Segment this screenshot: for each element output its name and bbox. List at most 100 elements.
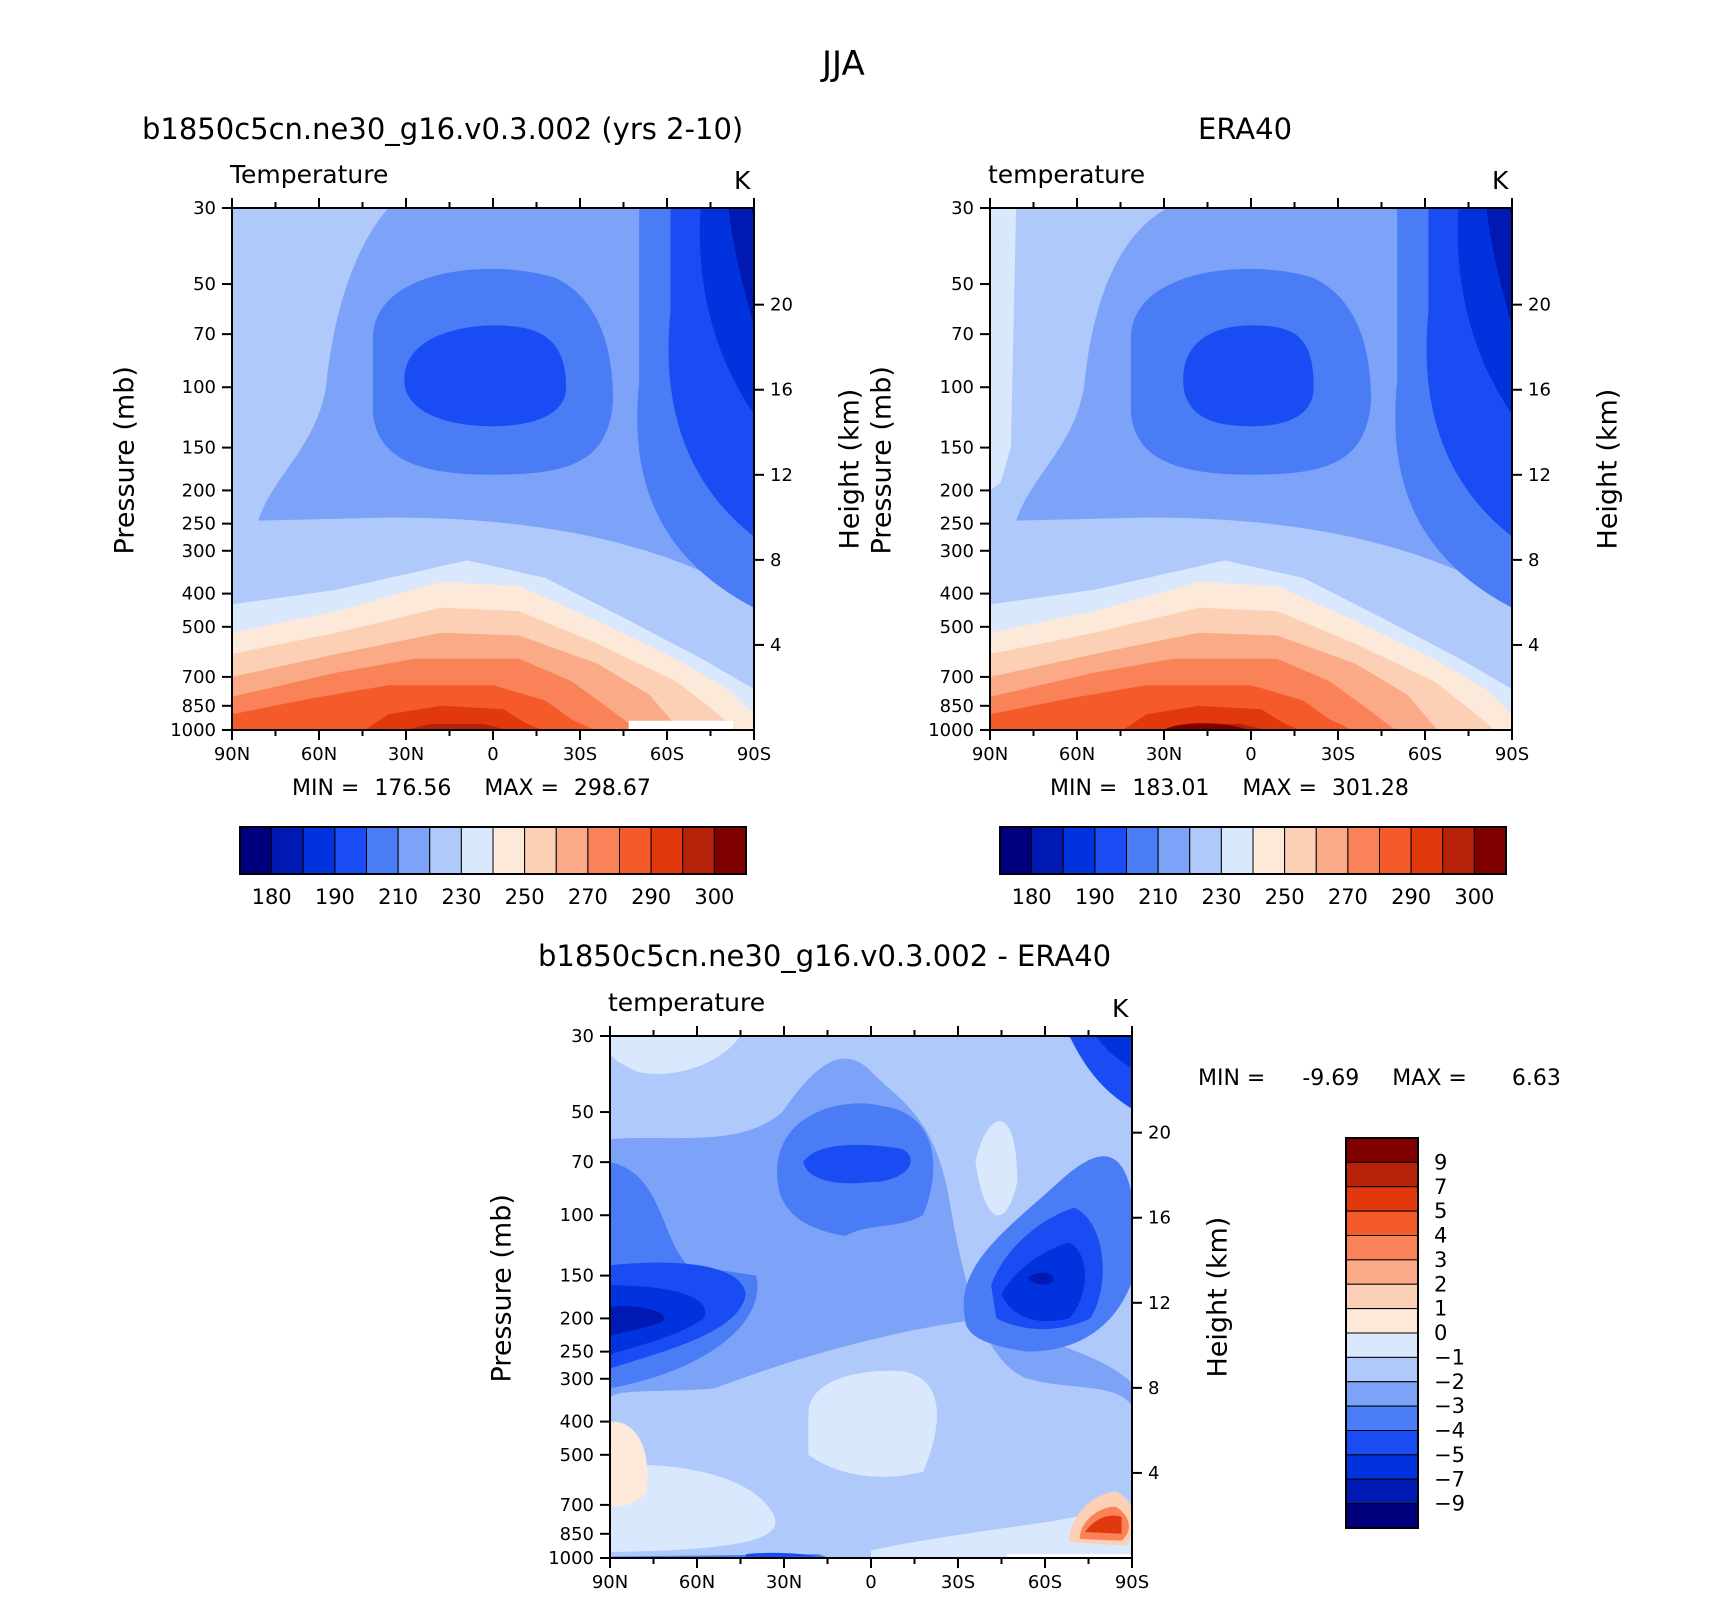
panel3-y-tick-label: 70 [571,1152,594,1173]
contour-region [975,1121,1018,1216]
panel2-colorbar: 180 190 210 230 250 270 290 300 [999,826,1507,909]
panel2-colorbar-label: 290 [1391,885,1431,909]
panel2-y-tick-label: 700 [940,667,974,688]
panel3-colorbar-label: −3 [1434,1394,1465,1418]
panel2-colorbar-label: 270 [1328,885,1368,909]
panel2-y-tick-label: 200 [940,480,974,501]
panel2-colorbar-swatch [1379,826,1412,875]
panel2-x-tick-label: 0 [1245,744,1256,765]
panel1-y-tick-label: 300 [182,541,216,562]
panel1-axes: 90N 60N 30N 0 30S 60S 90S 30 50 70 100 150 200 250 300… [170,198,793,765]
panel1-colorbar-swatch [682,826,715,875]
panel3-y-right-tick-label: 8 [1148,1378,1159,1399]
panel1-y-tick-label: 700 [182,667,216,688]
contour-region [1085,1515,1122,1534]
panel2-units-label: K [1492,166,1509,195]
panel3-colorbar-label: 2 [1434,1272,1447,1296]
missing-data-region [1006,1554,1132,1558]
contour-region [610,1421,648,1507]
panel3-colorbar-label: 5 [1434,1199,1447,1223]
panel1-colorbar-swatch [397,826,431,875]
panel1-y-right-tick-label: 12 [770,465,793,486]
panel3-contour-fill [610,1036,1132,1558]
panel3-colorbar-label: 7 [1434,1175,1447,1199]
panel2-colorbar-label: 230 [1201,885,1241,909]
panel2-colorbar-swatch [1220,826,1254,875]
panel2-colorbar-label: 300 [1454,885,1494,909]
panel3-x-tick-label: 90S [1115,1572,1149,1593]
panel3-y-tick-label: 100 [560,1205,594,1226]
panel1-x-tick-label: 30N [388,744,424,765]
contour-region [990,208,1017,491]
contour-region [727,208,754,327]
panel2-colorbar-swatch [1189,826,1222,875]
panel3-colorbar-swatch [1345,1478,1419,1505]
panel2-colorbar-swatch [1442,826,1475,875]
panel2-colorbar-swatch [1473,826,1507,875]
panel2-y-right-tick-label: 16 [1528,380,1551,401]
contour-region [610,1036,741,1074]
panel2-title: ERA40 [1198,112,1293,146]
contour-region [803,1144,911,1184]
panel2-colorbar-swatch [1410,826,1444,875]
panel3-min-label: MIN = [1198,1066,1266,1091]
contour-region [610,1306,665,1336]
panel1-max-value: 298.67 [573,776,651,801]
panel3-max-label: MAX = [1392,1066,1467,1091]
panel1-y-tick-label: 250 [182,514,216,535]
panel2-colorbar-swatch [1062,826,1096,875]
panel1-colorbar-swatch [492,826,526,875]
panel3-minmax: MIN = -9.69 MAX = 6.63 [1198,1066,1561,1091]
panel3-variable-label: temperature [608,988,766,1017]
panel2-colorbar-frame [999,826,1507,875]
panel2-colorbar-swatch [1157,826,1191,875]
panel1-colorbar-label: 250 [505,885,545,909]
panel3-colorbar-swatch [1345,1430,1419,1456]
panel3-colorbar-swatch [1345,1405,1419,1431]
panel2-colorbar-swatch [1347,826,1380,875]
panel3-colorbar-swatch [1345,1356,1419,1383]
contour-region [610,1464,776,1552]
panel2-colorbar-label: 210 [1138,885,1178,909]
panel3-colorbar-label: −7 [1434,1467,1465,1491]
contour-region [405,723,508,730]
panel1-x-tick-label: 60N [301,744,337,765]
panel2-colorbar-swatch [1252,826,1286,875]
panel3-y-tick-label: 400 [560,1412,594,1433]
panel2-colorbar-swatch [1094,826,1127,875]
panel1-colorbar-swatch [429,826,462,875]
panel3-colorbar-swatch [1345,1283,1419,1310]
contour-region [1163,723,1249,730]
missing-data-region [628,720,734,730]
panel1-y-right-tick-label: 16 [770,380,793,401]
panel3-max-value: 6.63 [1511,1066,1561,1091]
panel1-colorbar-swatch [239,826,273,875]
panel1-minmax: MIN = 176.56 MAX = 298.67 [292,776,651,801]
panel2-x-tick-label: 60N [1059,744,1095,765]
panel3-units-label: K [1112,994,1129,1023]
panel1-y-right-tick-label: 8 [770,550,781,571]
panel1-colorbar-swatch [366,826,399,875]
contour-region [1122,705,1300,730]
panel1-colorbar-swatch [713,826,747,875]
contour-region [404,325,567,427]
panel2-colorbar-label: 190 [1075,885,1115,909]
panel2-y-right-tick-label: 12 [1528,465,1551,486]
panel3-plot-area [610,1036,1132,1558]
panel1-max-label: MAX = [484,776,559,801]
panel3-colorbar-label: −5 [1434,1443,1465,1467]
panel2-y-tick-label: 500 [940,617,974,638]
panel2-y-right-tick-label: 8 [1528,550,1539,571]
panel2-y-tick-label: 400 [940,584,974,605]
panel2-contour-fill [990,208,1512,730]
panel1-y-tick-label: 70 [193,324,216,345]
panel3-colorbar-swatch [1345,1503,1419,1529]
panel1-y-tick-label: 850 [182,696,216,717]
panel1-colorbar-swatch [334,826,367,875]
panel3-colorbar-swatch [1345,1259,1419,1285]
panel1-plot-area [232,208,754,730]
panel3-colorbar-swatch [1345,1454,1419,1480]
panel3-y-tick-label: 250 [560,1342,594,1363]
